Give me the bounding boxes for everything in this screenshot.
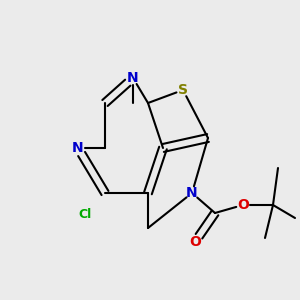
Text: N: N <box>72 141 84 155</box>
Text: Cl: Cl <box>78 208 92 221</box>
Text: O: O <box>237 198 249 212</box>
Text: O: O <box>189 235 201 249</box>
Text: N: N <box>127 71 139 85</box>
Text: S: S <box>178 83 188 97</box>
Text: N: N <box>186 186 198 200</box>
